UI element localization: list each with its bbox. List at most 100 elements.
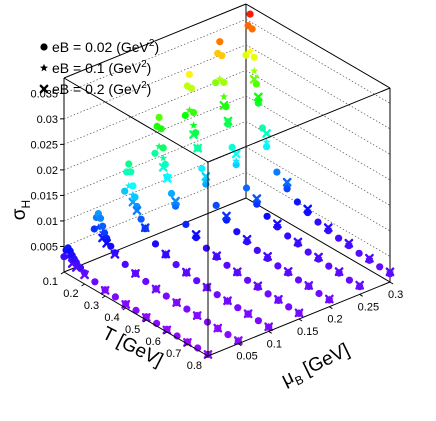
point-s0-mu1-t13: [162, 292, 170, 300]
point-s0-mu1-t4: [99, 222, 107, 230]
point-s0-mu3-t2: [155, 113, 163, 121]
point-s2-mu0-t5: [141, 313, 151, 322]
point-s0-mu5-t9: [242, 184, 251, 192]
box-top-front-left: [63, 77, 209, 163]
point-s0-mu0-t17: [173, 332, 181, 340]
point-s0-mu4-t15: [274, 262, 282, 270]
point-s0-mu4-t2: [185, 70, 193, 79]
point-s2-mu5-t6: [314, 252, 323, 262]
point-s0-mu6-t9: [273, 168, 281, 176]
box-floor-front-left: [63, 271, 209, 357]
point-s2-mu5-t5: [293, 237, 303, 247]
point-s0-mu4-t13: [253, 246, 261, 254]
z-grid-left-0: [63, 172, 247, 247]
point-s1-mu3-t3: [171, 199, 180, 207]
x-tick-4: [143, 319, 147, 323]
point-s0-mu2-t3: [127, 168, 135, 176]
z-axis-title-sub: H: [19, 200, 33, 209]
point-s1-mu1-t2: [102, 236, 111, 244]
y-axis-title-rest: [GeV]: [295, 340, 353, 382]
point-s2-mu2-t8: [264, 322, 274, 332]
point-s2-mu3-t1: [162, 173, 172, 183]
point-s0-mu3-t4: [159, 144, 167, 152]
z-axis-title-main: σ: [9, 208, 30, 220]
point-s0-mu2-t7: [137, 215, 145, 223]
z-grid-left-5: [63, 44, 247, 120]
z-tick-label-0: 0.005: [30, 241, 58, 253]
point-s2-mu6-t8: [385, 267, 395, 277]
x-tick-5: [163, 331, 168, 335]
z-grid-left-4: [63, 70, 247, 145]
z-axis-title: σH: [9, 200, 33, 220]
point-s2-mu2-t4: [181, 267, 191, 277]
point-s0-mu6-t8: [263, 143, 271, 151]
point-s2-mu3-t3: [191, 230, 201, 239]
box-top-right: [245, 3, 391, 89]
z-grid-right-6: [245, 19, 391, 104]
point-s0-mu4-t5: [192, 129, 200, 137]
z-grid-left-1: [63, 146, 247, 222]
y-tick-label-2: 0.15: [297, 326, 318, 338]
point-s0-mu2-t17: [234, 304, 242, 312]
point-s0-mu1-t9: [121, 260, 129, 268]
y-tick-label-4: 0.25: [358, 301, 379, 313]
point-s0-mu3-t7: [167, 189, 176, 198]
point-s1-mu6-t3: [262, 137, 271, 146]
legend-label-0: eB = 0.02 (GeV2): [52, 38, 159, 55]
box-top-front-right: [207, 87, 391, 163]
point-s2-mu4-t3: [222, 211, 231, 221]
point-s2-mu3-t7: [274, 294, 283, 304]
z-grid-left-2: [63, 121, 247, 196]
point-s0-mu4-t17: [294, 276, 303, 284]
point-s1-mu5-t4: [252, 198, 261, 206]
point-s0-mu6-t19: [376, 263, 384, 271]
point-s2-mu2-t3: [161, 249, 171, 259]
point-s0-mu6-t17: [355, 249, 363, 257]
point-s0-mu1-t15: [183, 305, 191, 313]
point-s0-mu3-t5: [161, 160, 169, 168]
x-tick-label-1: 0.2: [63, 288, 78, 300]
x-tick-2: [101, 295, 106, 299]
point-s0-mu2-t11: [172, 261, 180, 269]
z-grid-left-3: [63, 95, 247, 171]
point-s2-mu6-t3: [282, 177, 292, 187]
point-s0-mu5-t3: [218, 52, 226, 60]
point-s0-mu0-t0: [60, 253, 68, 261]
point-s1-mu1-t3: [110, 248, 119, 257]
point-s0-mu0-t19: [194, 344, 202, 352]
point-s0-mu2-t13: [193, 277, 201, 285]
point-s0-mu5-t0: [212, 79, 220, 87]
z-tick-label-6: 0.035: [30, 88, 58, 100]
point-s0-mu3-t19: [285, 303, 293, 311]
x-tick-label-5: 0.6: [146, 336, 161, 348]
point-s2-mu0-t6: [162, 325, 172, 335]
point-s2-mu5-t7: [334, 267, 344, 277]
z-tick-label-1: 0.01: [37, 216, 58, 228]
y-tick-label-1: 0.1: [267, 338, 282, 350]
z-tick-label-4: 0.025: [30, 139, 58, 151]
y-axis-title: μB [GeV]: [278, 340, 354, 393]
point-s2-mu6-t5: [323, 223, 333, 233]
point-s0-mu4-t3: [187, 84, 196, 92]
z-tick-label-3: 0.02: [37, 165, 58, 177]
point-s0-mu1-t3: [96, 214, 105, 222]
x-tick-label-2: 0.3: [84, 300, 99, 312]
point-s1-mu3-t1: [159, 153, 168, 162]
legend-marker-1: [40, 63, 48, 72]
point-s0-mu6-t0: [242, 51, 250, 59]
point-s0-mu5-t19: [345, 276, 353, 284]
point-s0-mu2-t4: [129, 182, 137, 190]
point-s1-mu6-t1: [250, 66, 259, 75]
x-tick-0: [60, 271, 65, 275]
point-s0-mu3-t13: [223, 261, 231, 269]
point-s2-mu3-t8: [294, 308, 304, 318]
y-tick-0: [238, 343, 242, 347]
point-s0-mu5-t17: [325, 262, 333, 270]
point-s0-mu3-t0: [151, 149, 159, 157]
point-s0-mu5-t2: [216, 38, 224, 46]
point-s1-mu4-t1: [189, 121, 198, 129]
point-s0-mu6-t2: [246, 10, 254, 18]
x-tick-label-4: 0.5: [125, 324, 140, 336]
point-s0-mu4-t7: [198, 164, 206, 173]
point-s2-mu4-t8: [324, 294, 334, 304]
